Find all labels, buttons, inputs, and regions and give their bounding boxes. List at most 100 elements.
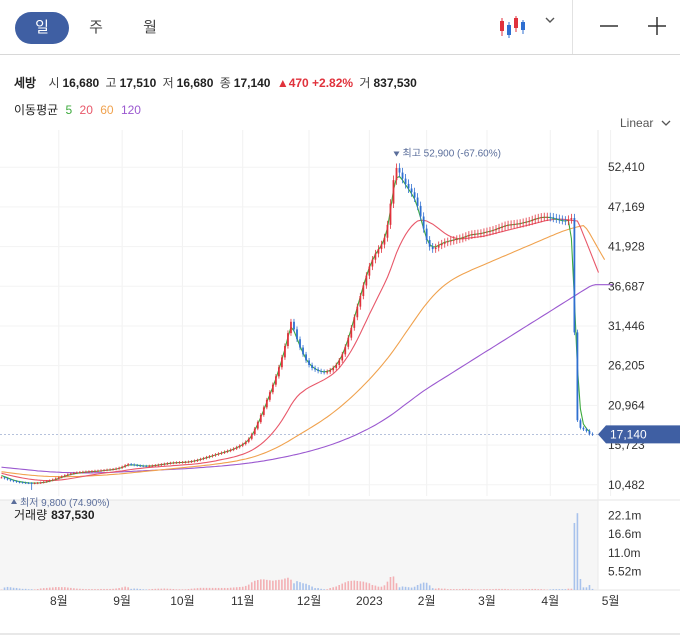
candle <box>498 223 500 234</box>
tab-week[interactable]: 주 <box>89 19 103 36</box>
volume-bar <box>109 588 111 590</box>
volume-bar <box>507 589 509 590</box>
time-tick-label: 2월 <box>418 594 436 608</box>
candlestick-icon[interactable] <box>498 14 528 40</box>
volume-bar <box>229 587 232 590</box>
volume-bar <box>193 588 196 590</box>
candle <box>169 461 172 465</box>
candle <box>241 442 244 448</box>
volume-bar <box>9 587 12 590</box>
volume-bar <box>305 583 307 590</box>
candle <box>130 462 133 466</box>
plus-icon[interactable] <box>646 14 668 38</box>
candle <box>214 453 217 457</box>
volume-bar <box>166 588 169 590</box>
volume-bar <box>456 589 458 590</box>
volume-bar <box>498 588 500 590</box>
candle <box>75 471 78 475</box>
volume-bar <box>263 579 265 590</box>
volume-bar <box>12 587 15 590</box>
candle <box>434 243 437 253</box>
candle <box>540 213 543 223</box>
volume-bar <box>103 588 105 590</box>
candle <box>271 382 274 395</box>
volume-bar <box>196 588 199 590</box>
candle <box>579 418 582 430</box>
volume-bar <box>214 587 217 590</box>
volume-bar <box>404 586 407 590</box>
volume-bar <box>82 588 84 590</box>
candle <box>320 368 323 375</box>
volume-bar <box>79 588 81 590</box>
candle <box>112 467 114 471</box>
volume-bar <box>139 588 142 590</box>
ma60-label: 60 <box>100 103 114 117</box>
max-price-annotation: 최고 52,900 (-67.60%) <box>393 147 501 159</box>
toolbar-divider <box>572 0 573 54</box>
change-value: ▲470 +2.82% <box>276 76 354 90</box>
candle <box>274 374 277 387</box>
candle <box>247 437 250 444</box>
volume-bar <box>208 587 211 590</box>
volume-bar <box>308 585 310 590</box>
volume-bar <box>567 588 570 590</box>
volume-axis: 22.1m 16.6m 11.0m 5.52m <box>608 509 641 579</box>
moving-average-legend[interactable]: 이동평균 5 20 60 120 <box>14 101 145 118</box>
candle <box>235 445 238 450</box>
candle <box>118 466 121 470</box>
candle <box>359 292 362 310</box>
current-price-tag: 17,140 <box>0 425 680 444</box>
candle <box>172 461 175 465</box>
candle <box>570 213 573 224</box>
candle <box>374 249 377 264</box>
tab-month[interactable]: 월 <box>143 19 157 36</box>
ma20-label: 20 <box>79 103 93 117</box>
volume-bar <box>287 577 289 590</box>
candle <box>115 467 117 471</box>
volume-bar <box>314 588 316 590</box>
volume-bar <box>18 588 21 590</box>
volume-bar <box>244 585 247 590</box>
candle <box>262 405 265 417</box>
candle <box>202 456 205 461</box>
chevron-down-icon[interactable] <box>544 14 556 26</box>
price-tick-label: 10,482 <box>608 478 645 492</box>
volume-bar <box>238 586 241 590</box>
volume-bar <box>281 579 283 590</box>
volume-bar <box>42 588 45 590</box>
volume-bar <box>302 583 304 590</box>
minus-icon[interactable] <box>598 14 620 38</box>
candle <box>443 238 446 248</box>
candle <box>422 212 425 233</box>
candle <box>166 462 169 466</box>
volume-bar <box>332 587 334 590</box>
svg-text:최고 52,900 (-67.60%): 최고 52,900 (-67.60%) <box>403 147 501 159</box>
volume-bar <box>543 589 546 590</box>
candle <box>103 468 105 472</box>
volume-bar <box>211 587 214 590</box>
svg-text:최저 9,800 (74.90%): 최저 9,800 (74.90%) <box>20 497 110 509</box>
candle <box>0 476 3 479</box>
candle <box>383 233 386 249</box>
candle <box>519 219 522 228</box>
volume-bar <box>157 588 160 590</box>
time-tick-label: 2023 <box>356 594 383 608</box>
volume-bar <box>106 588 108 590</box>
candle <box>356 303 359 321</box>
candle <box>163 462 166 466</box>
volume-bar <box>94 589 96 590</box>
candle <box>223 450 226 455</box>
candle <box>404 174 407 189</box>
volume-bar <box>449 589 452 590</box>
candle <box>344 344 347 357</box>
scale-selector[interactable]: Linear <box>620 116 671 130</box>
candle <box>546 212 549 222</box>
candle <box>284 343 286 360</box>
stock-name: 세방 <box>14 76 37 90</box>
volume-bar <box>317 588 319 590</box>
candle <box>302 344 304 357</box>
volume-bar <box>570 588 573 590</box>
volume-tick-label: 16.6m <box>608 527 641 541</box>
tab-day[interactable]: 일 <box>15 12 69 44</box>
